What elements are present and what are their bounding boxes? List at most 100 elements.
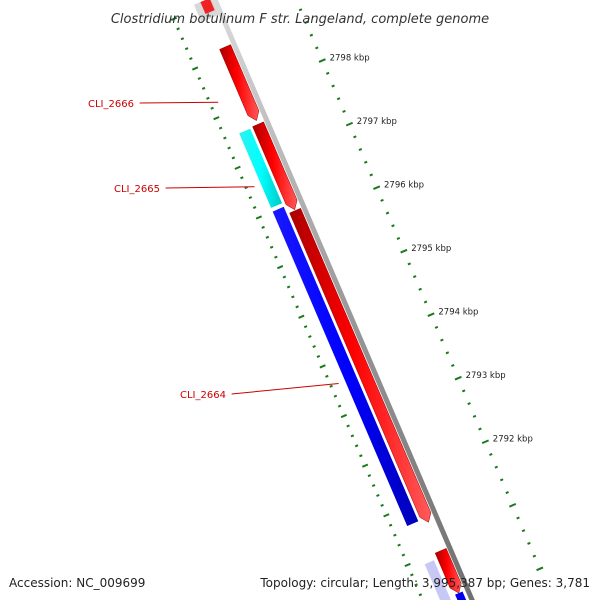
scale-major-tick — [481, 439, 490, 445]
scale-minor-tick — [407, 262, 412, 266]
inner-tick — [401, 553, 406, 557]
inner-tick — [319, 364, 326, 369]
scale-major-tick — [454, 375, 462, 381]
inner-tick — [354, 444, 359, 448]
scale-minor-tick — [516, 516, 520, 520]
scale-minor-tick — [353, 135, 357, 139]
inner-tick — [376, 493, 380, 497]
inner-tick — [201, 86, 206, 90]
scale-label: 2793 kbp — [466, 371, 506, 381]
inner-tick — [367, 474, 372, 478]
inner-tick — [265, 235, 270, 239]
inner-tick — [325, 374, 329, 378]
inner-tick — [176, 27, 180, 31]
scale-minor-tick — [472, 414, 477, 418]
inner-tick — [184, 47, 189, 51]
inner-tick — [191, 66, 199, 71]
reverse-gene — [455, 591, 467, 600]
scale-major-tick — [427, 312, 435, 317]
inner-tick — [276, 264, 284, 270]
inner-tick — [240, 176, 244, 180]
scale-minor-tick — [527, 541, 531, 545]
inner-tick — [404, 562, 411, 568]
scale-label: 2798 kbp — [330, 54, 370, 64]
scale-minor-tick — [521, 529, 526, 533]
scale-label: 2797 kbp — [357, 117, 397, 127]
map-title: Clostridium botulinum F str. Langeland, … — [111, 12, 489, 27]
gene-label-leader — [139, 101, 219, 104]
inner-tick — [206, 96, 210, 100]
inner-tick — [282, 275, 287, 279]
inner-tick — [308, 335, 312, 339]
scale-minor-tick — [423, 300, 428, 304]
inner-tick — [227, 146, 231, 150]
scale-minor-tick — [494, 465, 499, 469]
scale-major-tick — [373, 185, 381, 190]
scale-minor-tick — [385, 211, 390, 215]
forward-gene — [219, 44, 260, 121]
scale-label: 2796 kbp — [384, 181, 424, 191]
scale-minor-tick — [499, 478, 504, 482]
inner-tick — [333, 394, 338, 398]
scale-minor-tick — [309, 33, 314, 37]
inner-tick — [329, 384, 333, 388]
scale-minor-tick — [363, 160, 368, 164]
scale-minor-tick — [325, 71, 330, 75]
gene-label-leader — [165, 186, 255, 189]
inner-tick — [274, 255, 278, 259]
scale-label: 2795 kbp — [411, 244, 451, 254]
inner-tick — [255, 215, 263, 220]
scale-minor-tick — [331, 84, 335, 88]
scale-major-tick — [508, 502, 517, 508]
inner-tick — [298, 314, 305, 319]
reverse-gene — [272, 206, 419, 527]
scale-minor-tick — [298, 8, 303, 12]
scale-minor-tick — [478, 427, 482, 431]
inner-tick — [359, 454, 363, 458]
inner-tick — [286, 285, 291, 289]
scale-minor-tick — [412, 275, 417, 279]
inner-tick — [197, 76, 202, 80]
forward-gene — [200, 0, 215, 14]
inner-tick — [231, 156, 236, 160]
inner-tick — [170, 16, 178, 21]
inner-tick — [291, 295, 295, 299]
scale-minor-tick — [505, 491, 509, 495]
scale-major-tick — [536, 566, 544, 572]
scale-minor-tick — [369, 173, 373, 177]
gene-label: CLI_2664 — [180, 390, 226, 401]
accession-text: Accession: NC_009699 — [9, 576, 145, 590]
backbone-band — [212, 0, 475, 600]
inner-tick — [218, 126, 223, 130]
inner-tick — [371, 484, 376, 488]
forward-gene — [252, 121, 298, 211]
inner-tick — [414, 583, 418, 587]
scale-minor-tick — [434, 325, 439, 329]
inner-tick — [393, 533, 397, 537]
gene-label: CLI_2665 — [114, 184, 160, 195]
scale-major-tick — [345, 121, 354, 127]
scale-label: 2792 kbp — [493, 435, 533, 445]
inner-tick — [269, 245, 274, 249]
inner-tick — [350, 434, 355, 438]
scale-minor-tick — [489, 452, 493, 456]
inner-tick — [361, 463, 369, 468]
inner-tick — [210, 106, 214, 110]
inner-tick — [261, 225, 265, 229]
reverse-gene — [239, 128, 283, 208]
scale-minor-tick — [418, 287, 422, 291]
scale-major-tick — [318, 58, 326, 63]
topology-summary: Topology: circular; Length: 3,995,387 bp… — [259, 576, 590, 590]
scale-minor-tick — [358, 148, 363, 152]
inner-tick — [213, 116, 220, 121]
inner-tick — [380, 503, 384, 507]
inner-tick — [346, 424, 350, 428]
gene-label: CLI_2666 — [88, 99, 134, 110]
tick-marks — [170, 8, 544, 597]
forward-gene — [434, 548, 462, 594]
scale-minor-tick — [461, 389, 466, 393]
inner-tick — [388, 523, 393, 527]
scale-minor-tick — [445, 351, 450, 355]
